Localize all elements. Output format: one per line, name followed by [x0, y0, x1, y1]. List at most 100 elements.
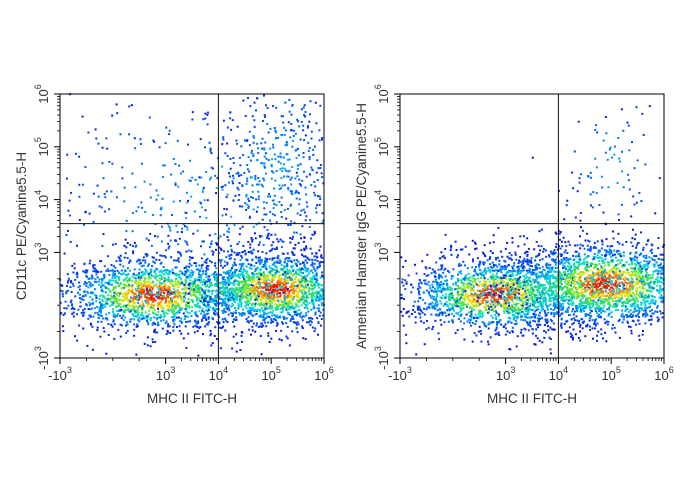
event-point	[248, 156, 250, 158]
event-point	[196, 304, 198, 306]
event-point	[291, 146, 293, 148]
event-point	[222, 285, 224, 287]
event-point	[242, 265, 244, 267]
event-point	[222, 189, 224, 191]
event-point	[189, 263, 191, 265]
event-point	[191, 310, 193, 312]
event-point	[261, 303, 263, 305]
event-point	[128, 105, 130, 107]
event-point	[424, 273, 426, 275]
event-point	[244, 202, 246, 204]
event-point	[230, 298, 232, 300]
event-point	[276, 238, 278, 240]
event-point	[273, 203, 275, 205]
event-point	[108, 312, 110, 314]
event-point	[151, 292, 153, 294]
event-point	[311, 300, 313, 302]
event-point	[88, 302, 90, 304]
event-point	[178, 291, 180, 293]
event-point	[200, 245, 202, 247]
x-tick-label: 104	[209, 365, 228, 383]
event-point	[77, 292, 79, 294]
event-point	[467, 267, 469, 269]
event-point	[311, 259, 313, 261]
event-point	[298, 297, 300, 299]
event-point	[306, 257, 308, 259]
event-point	[445, 315, 447, 317]
event-point	[518, 309, 520, 311]
event-point	[286, 305, 288, 307]
event-point	[77, 309, 79, 311]
event-point	[299, 301, 301, 303]
event-point	[89, 213, 91, 215]
event-point	[70, 300, 72, 302]
event-point	[236, 351, 238, 353]
event-point	[118, 256, 120, 258]
event-point	[162, 328, 164, 330]
event-point	[223, 321, 225, 323]
event-point	[321, 176, 323, 178]
event-point	[268, 238, 270, 240]
event-point	[260, 287, 262, 289]
event-point	[317, 167, 319, 169]
event-point	[154, 341, 156, 343]
event-point	[174, 267, 176, 269]
event-point	[292, 236, 294, 238]
event-point	[205, 217, 207, 219]
event-point	[297, 168, 299, 170]
event-point	[125, 286, 127, 288]
event-point	[284, 134, 286, 136]
event-point	[143, 273, 145, 275]
event-point	[272, 310, 274, 312]
event-point	[119, 264, 121, 266]
event-point	[232, 180, 234, 182]
event-point	[296, 285, 298, 287]
event-point	[200, 277, 202, 279]
event-point	[261, 298, 263, 300]
event-point	[304, 281, 306, 283]
event-point	[185, 325, 187, 327]
event-point	[190, 288, 192, 290]
event-point	[179, 238, 181, 240]
event-point	[232, 321, 234, 323]
event-point	[315, 207, 317, 209]
event-point	[197, 355, 199, 357]
event-point	[285, 129, 287, 131]
event-point	[116, 112, 118, 114]
event-point	[91, 308, 93, 310]
event-point	[472, 240, 474, 242]
event-point	[245, 272, 247, 274]
event-point	[132, 245, 134, 247]
event-point	[175, 300, 177, 302]
event-point	[146, 238, 148, 240]
event-point	[144, 294, 146, 296]
event-point	[179, 283, 181, 285]
event-point	[289, 314, 291, 316]
event-point	[117, 313, 119, 315]
event-point	[301, 108, 303, 110]
event-point	[137, 259, 139, 261]
event-point	[253, 142, 255, 144]
event-point	[513, 262, 515, 264]
event-point	[227, 155, 229, 157]
event-point	[234, 269, 236, 271]
event-point	[228, 270, 230, 272]
event-point	[273, 318, 275, 320]
event-point	[468, 254, 470, 256]
event-point	[129, 301, 131, 303]
event-point	[280, 261, 282, 263]
event-point	[245, 290, 247, 292]
event-point	[284, 262, 286, 264]
event-point	[314, 270, 316, 272]
event-point	[287, 282, 289, 284]
event-point	[289, 159, 291, 161]
event-point	[275, 272, 277, 274]
event-point	[227, 127, 229, 129]
event-point	[203, 240, 205, 242]
event-point	[426, 283, 428, 285]
event-point	[175, 274, 177, 276]
event-point	[127, 267, 129, 269]
event-point	[269, 300, 271, 302]
event-point	[303, 171, 305, 173]
event-point	[221, 281, 223, 283]
